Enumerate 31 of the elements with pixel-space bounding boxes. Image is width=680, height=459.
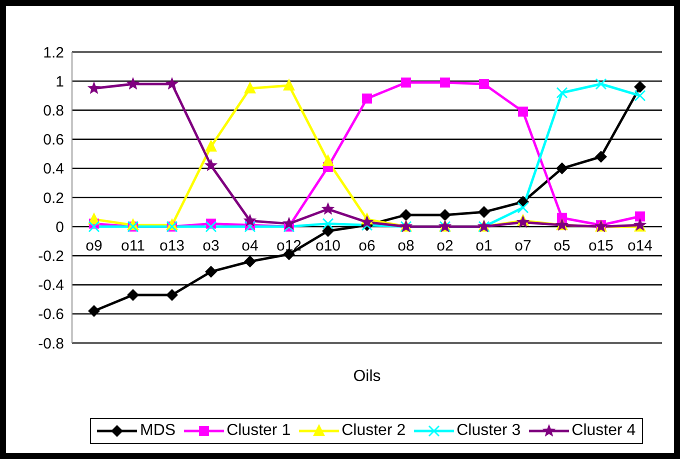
x-tick-label: o14 [627, 238, 653, 255]
x-tick-label: o3 [202, 238, 220, 255]
y-tick-label: 0.4 [43, 160, 64, 178]
x-tick-label: o1 [476, 238, 492, 255]
legend-label: Cluster 3 [456, 422, 521, 440]
y-tick-label: -0.2 [38, 248, 64, 266]
legend-label: MDS [140, 422, 176, 440]
y-tick-label: 1.2 [43, 44, 64, 62]
x-tick-label: o6 [358, 238, 376, 255]
x-tick-label: o2 [436, 238, 454, 255]
y-tick-label: 0 [56, 218, 64, 236]
y-tick-label: -0.8 [38, 335, 64, 352]
legend-label: Cluster 2 [342, 422, 406, 440]
x-tick-label: o15 [588, 238, 614, 255]
y-tick-label: 0.6 [43, 132, 64, 149]
x-tick-label: o8 [398, 238, 414, 255]
x-tick-label: o11 [121, 238, 145, 255]
legend-label: Cluster 4 [572, 422, 636, 440]
x-tick-label: o13 [159, 238, 185, 255]
y-tick-label: 1 [56, 73, 64, 90]
x-tick-label: o9 [86, 238, 102, 255]
y-tick-label: -0.4 [38, 277, 64, 294]
y-tick-label: -0.6 [38, 306, 64, 324]
x-tick-label: o7 [514, 238, 532, 255]
legend-label: Cluster 1 [226, 422, 291, 440]
x-tick-label: o5 [554, 238, 570, 255]
x-tick-label: o10 [315, 238, 341, 255]
y-tick-label: 0.8 [43, 102, 64, 120]
y-tick-label: 0.2 [43, 190, 64, 207]
x-tick-label: o4 [242, 238, 258, 255]
x-axis-title: Oils [352, 368, 382, 386]
